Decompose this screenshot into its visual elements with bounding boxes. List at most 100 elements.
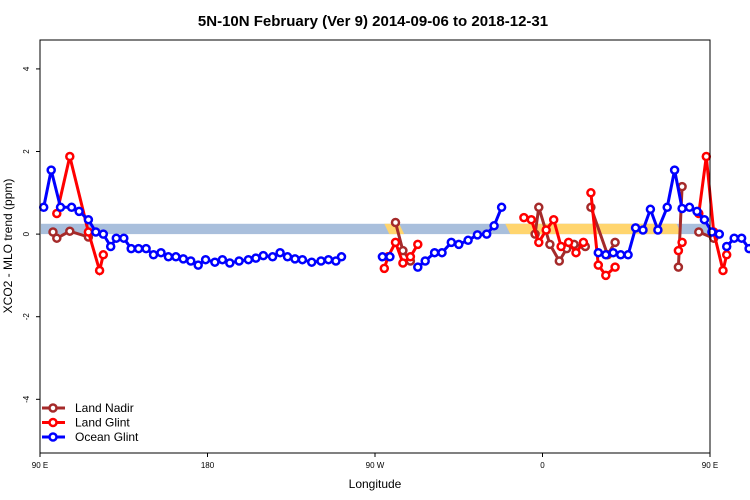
x-tick-label: 90 E [32, 461, 48, 470]
ocean-glint-point [91, 227, 101, 237]
land-nadir-point [554, 256, 565, 266]
y-tick-label: -2 [22, 313, 31, 321]
ocean-glint-point [684, 202, 695, 213]
x-tick-label: 0 [540, 461, 545, 470]
x-axis-label: Longitude [349, 477, 402, 491]
legend-label: Ocean Glint [75, 430, 139, 444]
ocean-glint-point [156, 247, 166, 258]
ocean-glint-point [74, 206, 84, 217]
y-axis-label: XCO2 - MLO trend (ppm) [1, 179, 15, 314]
ocean-glint-point [234, 256, 244, 266]
ocean-glint-point [669, 165, 680, 175]
ocean-glint-point [297, 254, 308, 265]
land-nadir-point [534, 202, 544, 213]
ocean-glint-point [615, 250, 626, 260]
ocean-glint-point [316, 256, 326, 266]
ocean-glint-point [83, 214, 94, 225]
ocean-glint-point [385, 252, 395, 262]
ocean-glint-point [437, 247, 447, 258]
ocean-glint-point [178, 254, 189, 264]
y-tick-label: 2 [22, 149, 31, 154]
x-axis: 90 E 180 90 W 0 90 E [32, 453, 718, 470]
land-glint-point [83, 227, 94, 237]
ocean-glint-point [707, 227, 717, 237]
ocean-glint-point [111, 233, 122, 243]
series-land-glint [52, 151, 732, 281]
ocean-glint-point [413, 262, 423, 272]
ocean-glint-point [282, 252, 293, 262]
ocean-glint-point [463, 235, 473, 246]
ocean-glint-point [645, 204, 656, 215]
ocean-glint-point [98, 229, 109, 239]
legend-item-land-nadir: Land Nadir [42, 401, 134, 415]
ocean-glint-point [141, 243, 151, 254]
land-glint-point [563, 237, 574, 248]
ocean-glint-point [489, 221, 499, 231]
ocean-glint-point [630, 223, 641, 233]
ocean-glint-point [323, 254, 334, 265]
land-glint-point [541, 225, 551, 235]
ocean-glint-point [420, 256, 430, 266]
ocean-glint-point [653, 225, 663, 235]
land-glint-point [586, 188, 596, 198]
ocean-glint-point [446, 237, 457, 248]
ocean-glint-point [163, 252, 174, 262]
ocean-glint-point [692, 206, 702, 217]
ocean-glint-point [736, 233, 747, 243]
ocean-glint-point [699, 214, 710, 225]
x-tick-label: 90 E [702, 461, 718, 470]
land-glint-point [610, 262, 620, 272]
ocean-glint-point [200, 254, 211, 265]
land-glint-point [718, 265, 728, 276]
ocean-glint-point [258, 250, 269, 261]
ocean-glint-point [623, 250, 633, 260]
ocean-glint-point [210, 257, 220, 267]
series-layer [38, 151, 750, 281]
land-glint-point [548, 214, 559, 225]
land-glint-point [673, 245, 684, 256]
ocean-glint-point [593, 247, 604, 258]
ocean-glint-point [290, 254, 300, 264]
land-nadir-point [545, 239, 555, 250]
ocean-glint-point [729, 233, 739, 243]
ocean-glint-point [46, 165, 56, 175]
legend-item-ocean-glint: Ocean Glint [42, 430, 139, 444]
ocean-glint-point [638, 225, 648, 235]
ocean-glint-point [193, 260, 203, 270]
land-nadir-point [673, 262, 684, 272]
land-glint-point [398, 258, 408, 268]
land-nadir-point [390, 217, 401, 228]
ocean-glint-point [496, 202, 507, 213]
land-glint-point [721, 250, 732, 260]
bands-layer [41, 223, 709, 235]
ocean-glint-point [454, 239, 464, 250]
land-glint-point [701, 151, 712, 162]
legend-label: Land Glint [75, 416, 130, 430]
land-glint-point [519, 212, 529, 223]
ocean-glint-point [714, 229, 725, 239]
ocean-glint-point [429, 247, 440, 258]
land-glint-point [379, 263, 390, 274]
land-glint-point [556, 241, 566, 252]
land-glint-point [571, 247, 581, 258]
ocean-glint-point [472, 230, 483, 240]
y-tick-label: 0 [22, 231, 31, 236]
legend-swatch-point [48, 417, 58, 428]
land-nadir-point [65, 226, 75, 236]
ocean-glint-point [186, 256, 196, 266]
land-glint-point [526, 214, 537, 225]
land-nadir-point [610, 237, 620, 248]
ocean-glint-point [601, 250, 611, 260]
legend-item-land-glint: Land Glint [42, 416, 130, 430]
land-glint-point [65, 151, 75, 162]
ocean-glint-point [133, 243, 144, 254]
ocean-glint-point [225, 258, 235, 268]
ocean-glint-point [105, 241, 116, 252]
ocean-glint-point [119, 233, 129, 243]
land-glint-point [413, 239, 423, 250]
ocean-band [41, 223, 709, 235]
legend-swatch-point [48, 432, 58, 442]
ocean-glint-point [275, 247, 285, 258]
ocean-glint-point [126, 243, 136, 254]
